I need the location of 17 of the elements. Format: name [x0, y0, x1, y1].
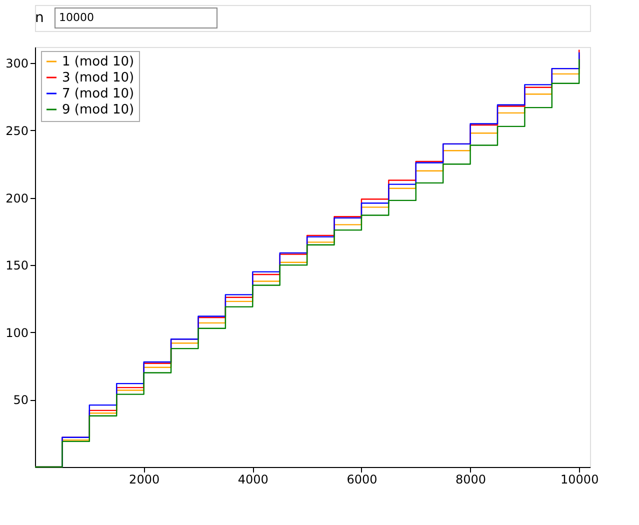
text: 10000	[59, 11, 94, 24]
legend-label: 3 (mod 10)	[62, 70, 134, 86]
y-tick-label: 100	[6, 326, 28, 340]
x-tick-label: 10000	[560, 472, 599, 486]
text: n	[35, 10, 44, 26]
x-tick-label: 4000	[238, 472, 268, 486]
y-tick-label: 150	[6, 258, 28, 273]
x-tick-label: 6000	[346, 472, 378, 486]
y-tick-label: 200	[6, 191, 28, 206]
x-tick-label: 8000	[456, 472, 486, 486]
y-tick-label: 50	[13, 393, 28, 408]
x-tick-label: 2000	[129, 472, 160, 486]
y-tick-label: 250	[6, 124, 28, 138]
legend-label: 7 (mod 10)	[62, 86, 134, 102]
y-tick-label: 300	[6, 56, 28, 71]
legend-label: 9 (mod 10)	[62, 102, 134, 118]
legend-label: 1 (mod 10)	[62, 54, 134, 70]
